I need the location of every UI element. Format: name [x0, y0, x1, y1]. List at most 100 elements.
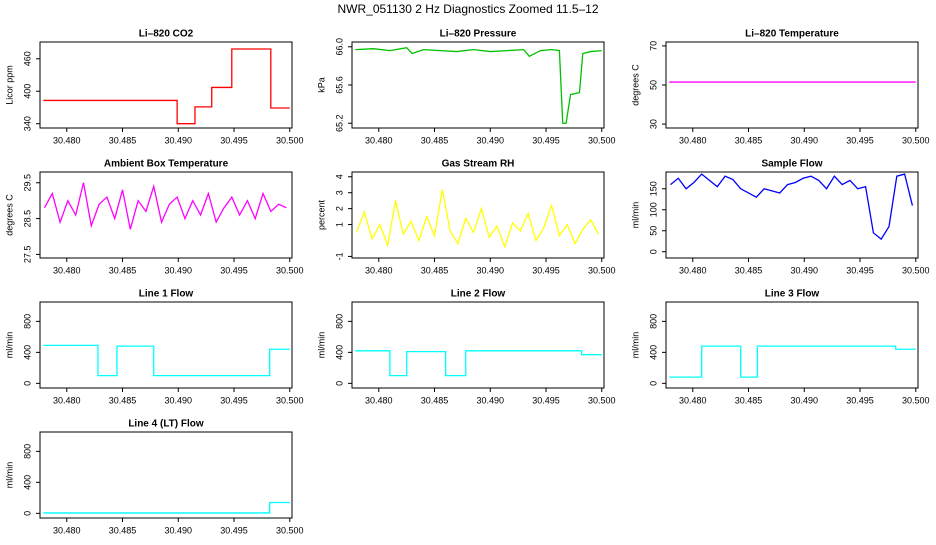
y-tick-label: 27.5 — [22, 246, 32, 264]
x-tick-label: 30.495 — [532, 135, 560, 145]
plot-frame — [665, 171, 919, 259]
x-tick-label: 30.495 — [846, 395, 874, 405]
y-tick-label: 70 — [648, 41, 658, 51]
y-tick-label: 400 — [648, 345, 658, 360]
x-tick-label: 30.490 — [476, 265, 504, 275]
x-tick-label: 30.490 — [790, 265, 818, 275]
x-tick-label: 30.485 — [109, 525, 137, 535]
y-tick-label: 400 — [334, 345, 344, 360]
y-tick-label: 65.6 — [334, 76, 344, 94]
y-tick-label: 65.2 — [334, 114, 344, 132]
x-tick-label: 30.495 — [220, 395, 248, 405]
x-tick-label: 30.495 — [220, 135, 248, 145]
y-axis-label: Licor ppm — [4, 65, 14, 105]
plot-frame — [39, 171, 293, 259]
y-tick-label: 28.5 — [22, 210, 32, 228]
x-tick-label: 30.500 — [276, 265, 304, 275]
x-tick-label: 30.480 — [679, 395, 707, 405]
y-axis-label: ml/min — [4, 462, 14, 489]
data-line — [355, 47, 602, 124]
plot-frame — [39, 41, 293, 129]
y-tick-label: 800 — [648, 314, 658, 329]
x-tick-label: 30.500 — [902, 135, 930, 145]
y-tick-label: 0 — [648, 381, 658, 386]
x-tick-label: 30.500 — [588, 265, 616, 275]
y-tick-label: 1 — [334, 222, 344, 227]
x-tick-label: 30.490 — [790, 395, 818, 405]
x-tick-label: 30.485 — [421, 135, 449, 145]
x-tick-label: 30.485 — [735, 135, 763, 145]
x-tick-label: 30.490 — [476, 395, 504, 405]
y-tick-label: 400 — [22, 475, 32, 490]
x-tick-label: 30.495 — [220, 265, 248, 275]
y-tick-label: 66.0 — [334, 38, 344, 56]
x-tick-label: 30.480 — [53, 265, 81, 275]
plot-frame — [351, 171, 605, 259]
x-tick-label: 30.485 — [109, 265, 137, 275]
y-axis-label: degrees C — [4, 194, 14, 236]
y-tick-label: 29.5 — [22, 174, 32, 192]
data-line — [355, 189, 599, 249]
plot-frame — [39, 301, 293, 389]
plot-frame — [665, 301, 919, 389]
x-tick-label: 30.480 — [53, 395, 81, 405]
y-tick-label: 4 — [334, 174, 344, 179]
y-tick-label: 800 — [334, 314, 344, 329]
x-tick-label: 30.485 — [109, 135, 137, 145]
y-tick-label: 460 — [22, 51, 32, 66]
y-axis-label: degrees C — [630, 64, 640, 106]
x-tick-label: 30.500 — [276, 525, 304, 535]
y-tick-label: 0 — [334, 381, 344, 386]
panel-title: Li–820 Pressure — [440, 29, 517, 40]
x-tick-label: 30.490 — [164, 395, 192, 405]
plot-frame — [39, 431, 293, 519]
x-tick-label: 30.500 — [902, 265, 930, 275]
x-tick-label: 30.480 — [679, 265, 707, 275]
x-tick-label: 30.495 — [532, 395, 560, 405]
y-axis-label: kPa — [316, 77, 326, 93]
x-tick-label: 30.485 — [421, 265, 449, 275]
y-tick-label: 50 — [648, 80, 658, 90]
y-tick-label: 800 — [22, 444, 32, 459]
plot-frame — [351, 41, 605, 129]
x-tick-label: 30.490 — [164, 525, 192, 535]
y-tick-label: 30 — [648, 119, 658, 129]
data-line — [43, 344, 290, 377]
x-tick-label: 30.500 — [902, 395, 930, 405]
x-tick-label: 30.490 — [164, 265, 192, 275]
x-tick-label: 30.480 — [53, 525, 81, 535]
y-axis-label: ml/min — [630, 332, 640, 359]
y-tick-label: 0 — [22, 511, 32, 516]
page-title: NWR_051130 2 Hz Diagnostics Zoomed 11.5–… — [337, 2, 598, 16]
panel-title: Sample Flow — [761, 159, 822, 170]
y-tick-label: 150 — [648, 181, 658, 196]
x-tick-label: 30.480 — [365, 265, 393, 275]
y-tick-label: 0 — [22, 381, 32, 386]
y-axis-label: ml/min — [316, 332, 326, 359]
y-axis-label: percent — [316, 199, 326, 230]
x-tick-label: 30.490 — [164, 135, 192, 145]
panel-title: Gas Stream RH — [442, 159, 515, 170]
x-tick-label: 30.485 — [735, 395, 763, 405]
data-line — [43, 48, 290, 125]
x-tick-label: 30.500 — [588, 135, 616, 145]
x-tick-label: 30.485 — [735, 265, 763, 275]
plot-frame — [351, 301, 605, 389]
x-tick-label: 30.490 — [476, 135, 504, 145]
y-tick-label: 2 — [334, 206, 344, 211]
x-tick-label: 30.500 — [276, 395, 304, 405]
x-tick-label: 30.495 — [846, 135, 874, 145]
data-line — [43, 182, 287, 230]
x-tick-label: 30.480 — [53, 135, 81, 145]
x-tick-label: 30.495 — [846, 265, 874, 275]
data-line — [670, 173, 914, 241]
data-line — [43, 501, 290, 514]
y-tick-label: 800 — [22, 314, 32, 329]
y-tick-label: 100 — [648, 202, 658, 217]
y-tick-label: 340 — [22, 116, 32, 131]
x-tick-label: 30.500 — [276, 135, 304, 145]
x-tick-label: 30.495 — [220, 525, 248, 535]
panel-title: Line 3 Flow — [765, 289, 820, 300]
